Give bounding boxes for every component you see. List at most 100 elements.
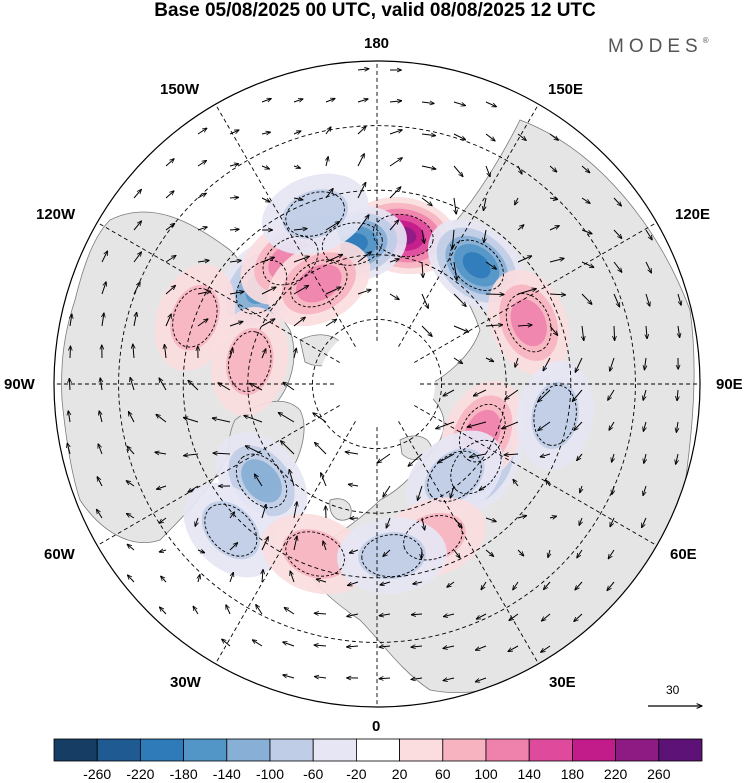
wind-vector — [508, 645, 519, 651]
wind-vector — [421, 134, 435, 136]
wind-vector — [165, 191, 174, 199]
label-90e: 90E — [716, 376, 743, 393]
wind-vector — [581, 229, 592, 234]
wind-vector — [453, 325, 469, 332]
wind-vector — [475, 645, 487, 650]
wind-vector — [453, 133, 466, 140]
wind-vector — [577, 549, 583, 558]
wind-vector — [226, 605, 231, 615]
wind-vector — [197, 319, 208, 327]
wind-vector — [515, 197, 518, 205]
wind-vector — [453, 357, 463, 364]
wind-vector — [413, 582, 423, 584]
wind-vector — [188, 485, 199, 492]
wind-vector — [127, 544, 135, 551]
wind-vector — [357, 154, 364, 167]
wind-vector — [325, 188, 333, 199]
wind-vector — [197, 550, 205, 553]
wind-vector — [612, 453, 614, 462]
wind-vector — [678, 325, 680, 338]
wind-vector — [347, 614, 359, 616]
wind-vector — [476, 613, 487, 619]
wind-vector — [261, 257, 274, 263]
wind-vector — [574, 421, 583, 430]
chart-title: Base 05/08/2025 00 UTC, valid 08/08/2025… — [154, 0, 596, 21]
wind-vector — [582, 325, 584, 341]
anomaly-contour — [533, 384, 577, 446]
wind-vector — [454, 197, 456, 214]
colorbar-tick-label: -140 — [212, 766, 241, 782]
wind-vector — [473, 389, 487, 396]
wind-vectors — [67, 69, 681, 682]
colorbar — [53, 738, 703, 762]
wind-vector — [421, 197, 432, 206]
wind-vector — [195, 517, 198, 526]
label-30w: 30W — [170, 674, 201, 691]
wind-vector — [229, 572, 233, 583]
colorbar-tick-label: 260 — [647, 766, 671, 782]
wind-vector — [348, 581, 359, 585]
wind-vector — [134, 312, 137, 327]
wind-vector — [230, 348, 233, 359]
wind-vector — [421, 293, 428, 308]
wind-vector — [188, 380, 199, 391]
wind-vector — [453, 101, 465, 106]
wind-vector — [517, 256, 532, 263]
wind-vector — [325, 222, 340, 231]
wind-vector — [293, 99, 303, 102]
wind-vector — [389, 130, 402, 135]
wind-vector — [278, 413, 295, 423]
wind-vector — [502, 421, 519, 429]
wind-vector — [313, 413, 327, 423]
colorbar-tick-label: -60 — [303, 766, 324, 782]
wind-vector — [133, 344, 134, 359]
colorbar-swatch — [442, 738, 487, 762]
wind-vector — [549, 198, 557, 199]
wind-vector — [165, 255, 176, 263]
wind-vector — [261, 132, 270, 134]
wind-vector — [389, 220, 399, 231]
wind-vector — [98, 444, 103, 455]
wind-vector — [161, 576, 167, 583]
wind-vector — [574, 613, 583, 621]
label-30e: 30E — [549, 674, 576, 691]
wind-vector — [261, 349, 266, 359]
wind-vector — [676, 453, 678, 464]
wind-vector — [229, 164, 239, 166]
wind-vector — [325, 127, 331, 135]
wind-vector — [357, 126, 366, 135]
anomaly-region — [510, 299, 547, 347]
wind-vector — [453, 293, 466, 306]
colorbar-tick-label: 220 — [603, 766, 628, 782]
wind-vector — [97, 477, 103, 487]
wind-vector — [293, 131, 301, 134]
wind-vector — [314, 645, 327, 646]
anomaly-region — [531, 381, 579, 449]
wind-vector — [100, 378, 102, 391]
wind-vector — [443, 678, 455, 681]
wind-vector — [481, 581, 487, 590]
wind-vector — [293, 166, 300, 168]
wind-vector — [517, 325, 532, 326]
meridian-line — [414, 222, 657, 363]
meridian-line — [97, 222, 340, 363]
wind-vector — [549, 226, 559, 231]
wind-vector — [422, 229, 424, 243]
wind-vector — [408, 453, 423, 466]
anomaly-contour — [235, 453, 288, 509]
wind-vector — [357, 99, 368, 103]
wind-vector — [156, 485, 167, 489]
wind-vector — [293, 317, 305, 327]
colorbar-swatch — [312, 738, 357, 762]
wind-vector — [389, 187, 401, 199]
anomaly-contour — [285, 531, 345, 577]
wind-vector — [608, 389, 615, 400]
colorbar-tick-label: -220 — [126, 766, 155, 782]
wind-vector — [389, 158, 402, 167]
wind-vector — [314, 613, 327, 614]
wind-vector — [485, 357, 494, 362]
wind-vector — [283, 642, 295, 647]
wind-vector — [160, 607, 167, 615]
wind-vector — [609, 421, 615, 430]
wind-vector — [293, 256, 309, 263]
